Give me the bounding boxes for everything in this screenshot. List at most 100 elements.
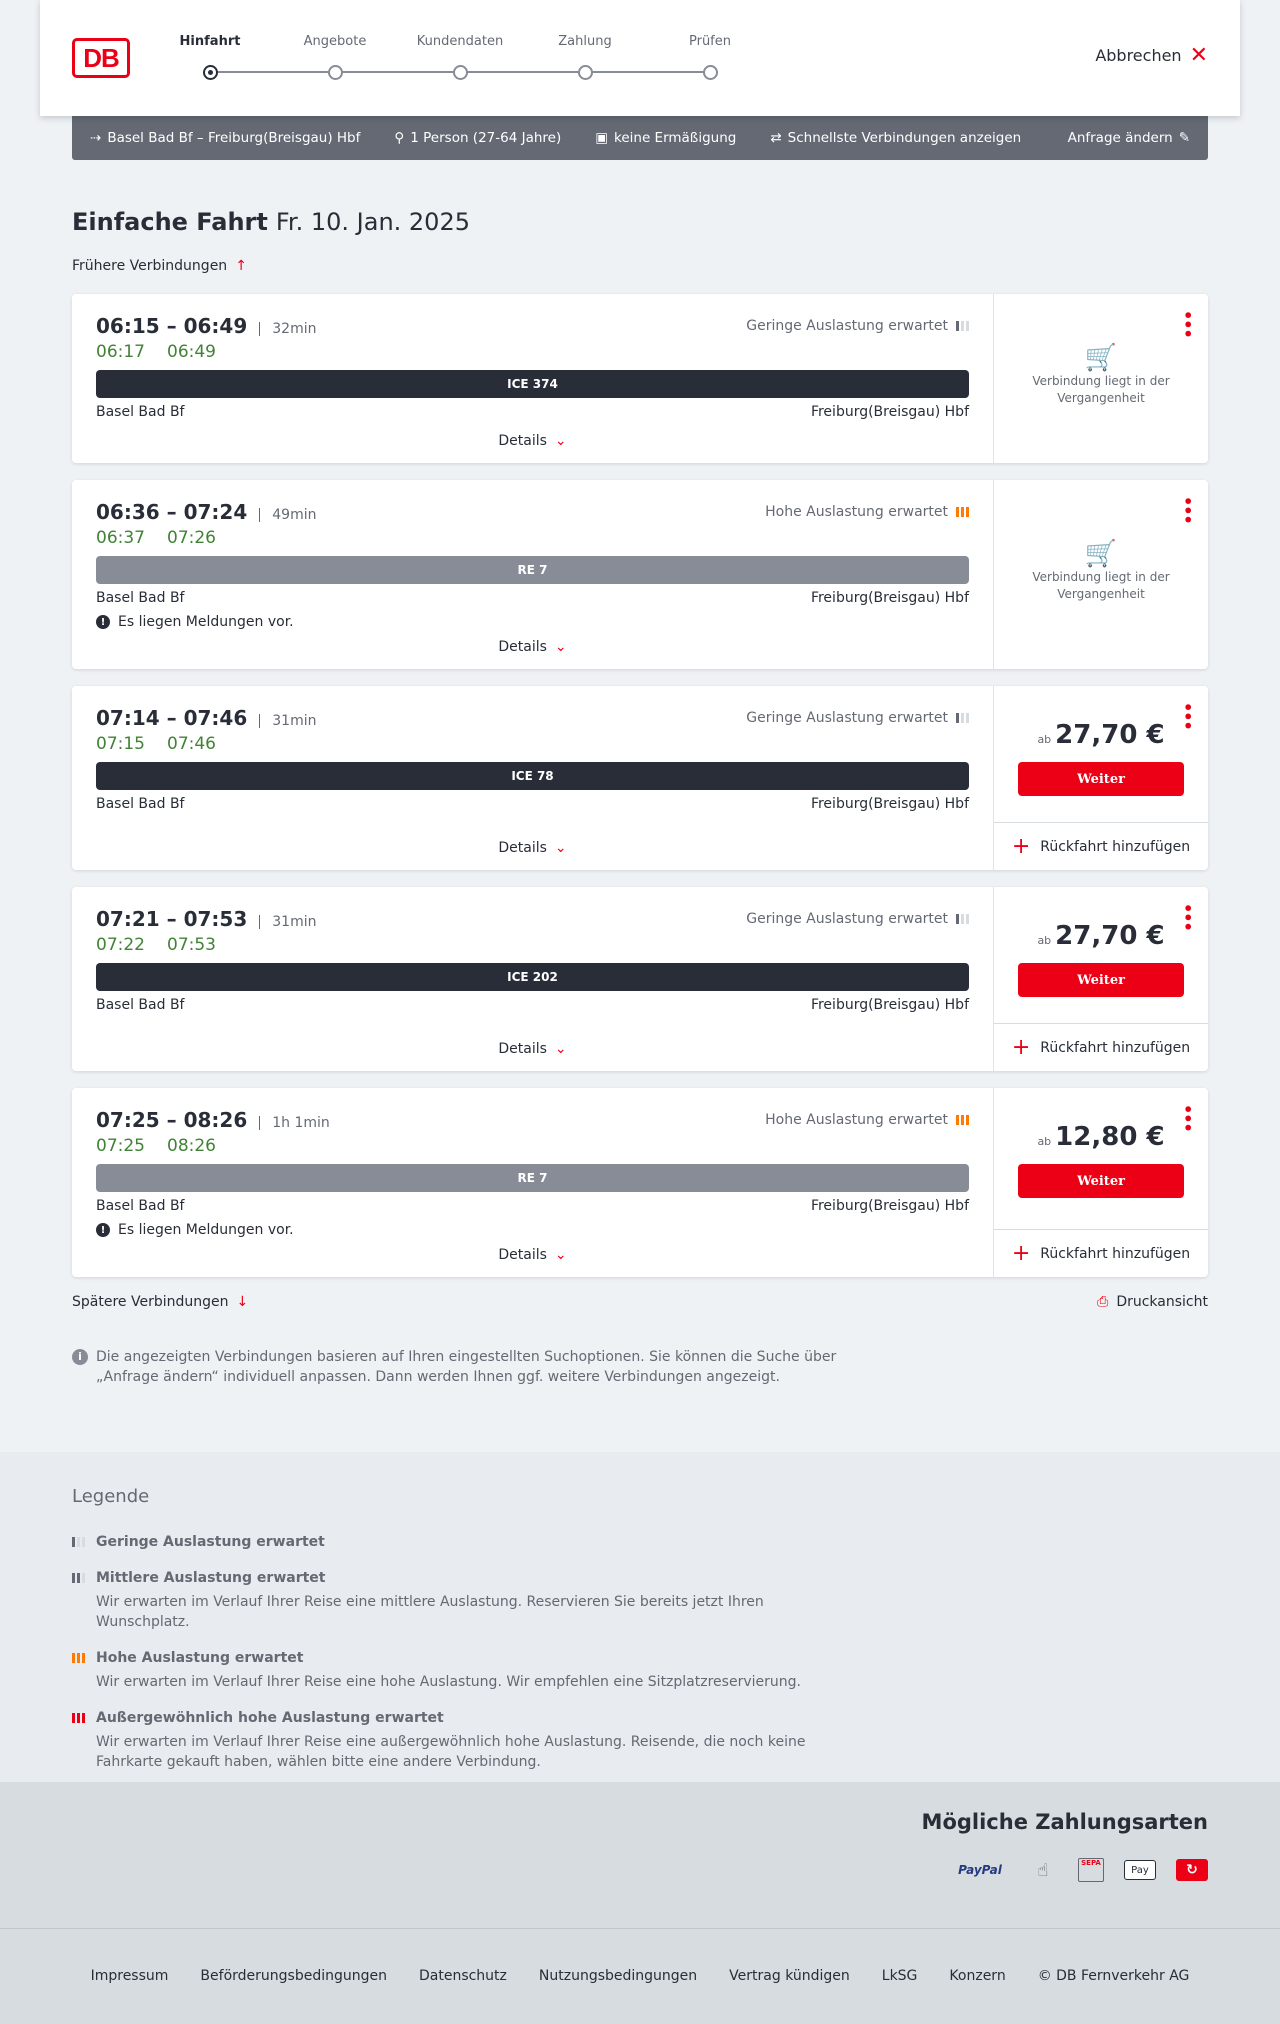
duration: 31min [259,915,316,929]
train-bar[interactable]: RE 7 [96,1164,969,1192]
trip-type: Einfache Fahrt [72,208,268,236]
train-bar[interactable]: ICE 78 [96,762,969,790]
continue-button[interactable]: Weiter [1018,762,1184,796]
legend-item: Hohe Auslastung erwartet Wir erwarten im … [72,1648,852,1692]
page-title: Einfache Fahrt Fr. 10. Jan. 2025 [72,208,470,236]
option-summary: ⇄ Schnellste Verbindungen anzeigen [770,130,1021,146]
more-options-icon[interactable]: ••• [1178,496,1197,524]
occupancy-bar [82,1713,85,1723]
footer-link[interactable]: Datenschutz [418,1967,507,1984]
departure-station: Basel Bad Bf [96,997,185,1013]
pencil-icon: ✎ [1178,130,1190,146]
offer-panel: ••• ab 27,70 € Weiter + Rückfahrt hinzufügen [994,887,1208,1071]
footer-link[interactable]: LkSG [881,1967,918,1984]
option-text: Schnellste Verbindungen anzeigen [787,130,1022,146]
occupancy-info: Hohe Auslastung erwartet [765,1112,969,1128]
footer-link: © DB Fernverkehr AG [1037,1967,1190,1984]
details-toggle[interactable]: Details ⌄ [72,840,993,856]
footer-link[interactable]: Beförderungsbedingungen [200,1967,387,1984]
more-options-icon[interactable]: ••• [1178,702,1197,730]
footer-link[interactable]: Impressum [90,1967,169,1984]
price: ab 12,80 € [994,1122,1208,1152]
legend-title: Legende [72,1486,150,1507]
occupancy-bar [961,507,964,517]
occupancy-bar [82,1537,85,1547]
occupancy-bar [72,1713,75,1723]
add-return-button[interactable]: + Rückfahrt hinzufügen [994,822,1208,870]
occupancy-bar [956,507,959,517]
continue-button[interactable]: Weiter [1018,1164,1184,1198]
stations: Basel Bad Bf Freiburg(Breisgau) Hbf [96,1198,969,1214]
more-options-icon[interactable]: ••• [1178,310,1197,338]
occupancy-icon [956,914,969,924]
cancel-button[interactable]: Abbrechen ✕ [1095,44,1208,66]
more-options-icon[interactable]: ••• [1178,1104,1197,1132]
earlier-connections-link[interactable]: Frühere Verbindungen ↑ [72,258,247,274]
price: ab 27,70 € [994,720,1208,750]
details-toggle[interactable]: Details ⌄ [72,1247,993,1263]
realtime-departure: 07:15 [96,734,145,754]
details-label: Details [498,1247,547,1263]
offer-panel: ••• ab 12,80 € Weiter + Rückfahrt hinzufügen [994,1088,1208,1277]
step-dot-icon [202,65,218,80]
occupancy-bar [82,1653,85,1663]
step-dot-icon [577,65,593,80]
sliders-icon: ⇄ [770,130,782,146]
occupancy-bar [72,1653,75,1663]
connection-main: 07:14 – 07:46 31min Geringe Auslastung erw… [72,686,994,870]
occupancy-bar [966,914,969,924]
notice: ! Es liegen Meldungen vor. [96,1222,969,1238]
add-return-button[interactable]: + Rückfahrt hinzufügen [994,1229,1208,1277]
occupancy-text: Geringe Auslastung erwartet [746,911,948,927]
change-request-button[interactable]: Anfrage ändern ✎ [1068,130,1190,146]
train-bar[interactable]: ICE 202 [96,963,969,991]
occupancy-bar [77,1537,80,1547]
occupancy-bar [961,1115,964,1125]
footer-link[interactable]: Vertrag kündigen [729,1967,850,1984]
occupancy-icon [72,1573,85,1583]
arrival-station: Freiburg(Breisgau) Hbf [810,997,969,1013]
legend-item-title: Hohe Auslastung erwartet [96,1650,304,1666]
duration: 32min [259,322,316,336]
add-return-button[interactable]: + Rückfahrt hinzufügen [994,1023,1208,1071]
legend-item: Außergewöhnlich hohe Auslastung erwartet… [72,1708,852,1772]
footer-link[interactable]: Nutzungsbedingungen [538,1967,698,1984]
time-line: 07:14 – 07:46 31min [96,706,969,730]
continue-button[interactable]: Weiter [1018,963,1184,997]
print-view-link[interactable]: ⎙ Druckansicht [1097,1294,1208,1310]
connection-card: 07:25 – 08:26 1h 1min Hohe Auslastung erwa… [72,1088,1208,1277]
discount-text: keine Ermäßigung [614,130,737,146]
train-bar[interactable]: RE 7 [96,556,969,584]
printer-icon: ⎙ [1097,1294,1109,1310]
add-return-label: Rückfahrt hinzufügen [1040,1245,1191,1262]
bahncard-icon: ▣ [595,130,608,146]
occupancy-bar [966,321,969,331]
past-text: Verbindung liegt in der Vergangenheit [1032,374,1170,405]
later-connections-link[interactable]: Spätere Verbindungen ↓ [72,1294,248,1310]
trip-date: Fr. 10. Jan. 2025 [275,208,470,236]
price-value: 27,70 € [1055,720,1165,750]
chevron-down-icon: ⌄ [554,1041,567,1057]
more-options-icon[interactable]: ••• [1178,903,1197,931]
connection-main: 07:25 – 08:26 1h 1min Hohe Auslastung erwa… [72,1088,994,1277]
add-return-label: Rückfahrt hinzufügen [1040,1039,1191,1056]
db-logo[interactable]: DB [72,38,130,78]
footer-link[interactable]: Konzern [949,1967,1006,1984]
apple-pay-icon: Pay [1124,1860,1156,1880]
connection-main: 06:15 – 06:49 32min Geringe Auslastung erw… [72,294,994,463]
arrival-station: Freiburg(Breisgau) Hbf [810,404,969,420]
details-toggle[interactable]: Details ⌄ [72,639,993,655]
connection-card: 06:15 – 06:49 32min Geringe Auslastung erw… [72,294,1208,463]
details-label: Details [498,433,547,449]
chevron-down-icon: ⌄ [554,1247,567,1263]
train-bar[interactable]: ICE 374 [96,370,969,398]
departure-station: Basel Bad Bf [96,590,185,606]
past-text: Verbindung liegt in der Vergangenheit [1032,570,1170,601]
payment-title: Mögliche Zahlungsarten [921,1810,1208,1834]
plus-icon: + [1011,834,1031,859]
details-toggle[interactable]: Details ⌄ [72,433,993,449]
departure-station: Basel Bad Bf [96,1198,185,1214]
departure-station: Basel Bad Bf [96,796,185,812]
details-toggle[interactable]: Details ⌄ [72,1041,993,1057]
occupancy-bar [82,1573,85,1583]
